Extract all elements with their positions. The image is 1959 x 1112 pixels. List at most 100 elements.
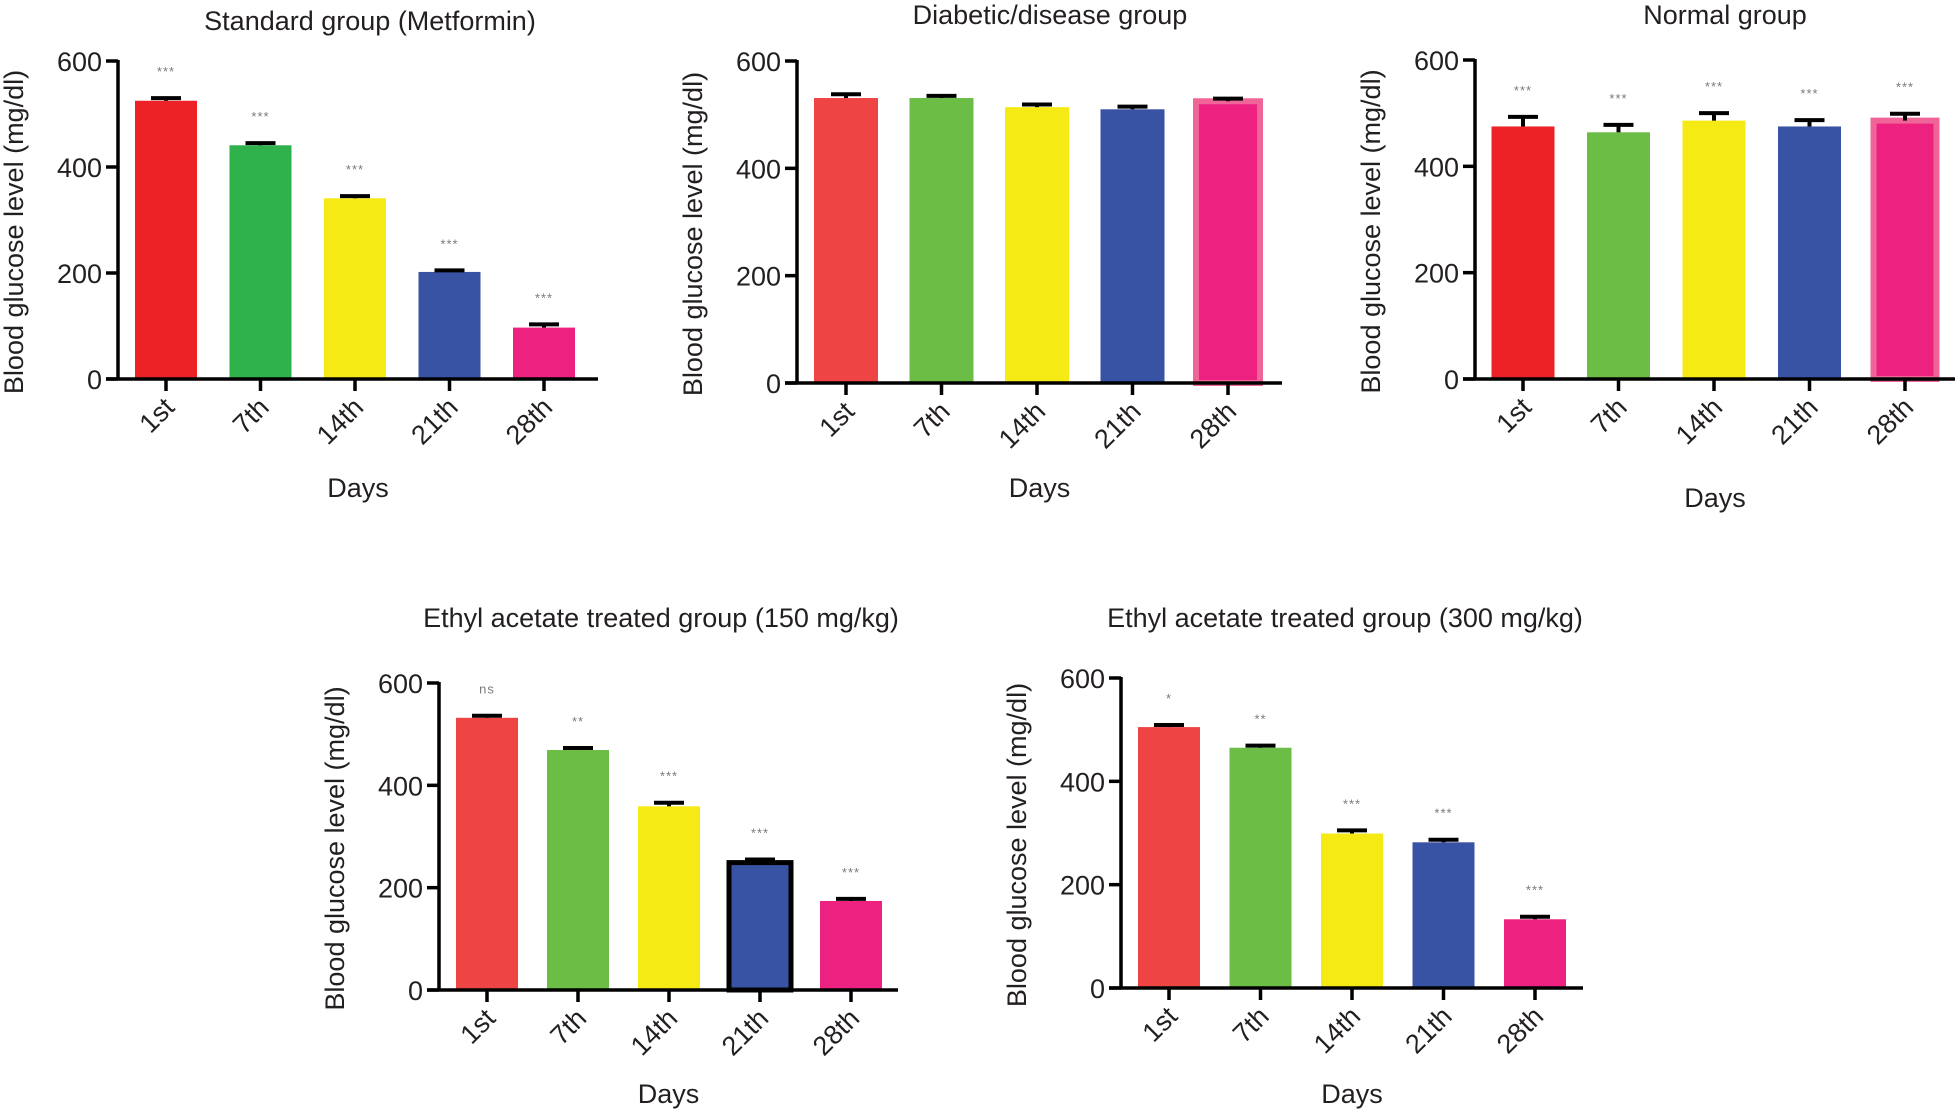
bar-7th [547,750,609,990]
bar-1st [1138,727,1200,988]
significance-label: *** [1434,806,1452,821]
x-tick-label: 14th [993,396,1051,454]
y-tick-label: 400 [57,153,102,183]
significance-label: *** [1526,883,1544,898]
y-tick-label: 400 [378,771,423,801]
y-tick-label: 0 [1444,365,1459,395]
x-axis-label: Days [638,1079,700,1109]
bar-21th [1778,126,1841,379]
chart-standard: Standard group (Metformin) Blood glucose … [0,6,598,503]
x-tick-label: 14th [625,1003,683,1061]
x-tick-label: 21th [1088,396,1146,454]
y-tick-label: 200 [378,874,423,904]
significance-label: *** [535,290,553,305]
bar-14th [1682,120,1746,380]
significance-label: *** [440,236,458,251]
y-tick-label: 400 [1414,152,1459,182]
bar-1st [814,98,878,383]
x-tick-label: 28th [500,392,558,450]
x-tick-label: 1st [134,392,181,439]
y-axis-label: Blood glucose level (mg/dl) [1002,683,1032,1007]
y-axis-label: Blood glucose level (mg/dl) [320,686,350,1010]
x-tick-label: 1st [455,1003,502,1050]
x-tick-label: 28th [1861,392,1919,450]
x-axis-label: Days [1009,473,1071,503]
y-tick-label: 200 [1060,871,1105,901]
y-tick-label: 200 [57,259,102,289]
significance-label: * [1166,691,1172,706]
bar-1st [1491,126,1555,379]
bar-28th [513,327,575,379]
chart-title: Ethyl acetate treated group (300 mg/kg) [1107,603,1583,633]
x-tick-label: 7th [1227,1001,1275,1049]
x-tick-label: 7th [227,392,275,440]
bar-14th [324,198,386,379]
significance-label: *** [1609,91,1627,106]
y-tick-label: 0 [87,365,102,395]
bar-7th [1587,132,1650,379]
significance-label: *** [1514,83,1532,98]
significance-label: *** [157,64,175,79]
x-tick-label: 21th [716,1003,774,1061]
y-tick-label: 600 [1414,46,1459,76]
bar-28th [1870,117,1940,383]
x-tick-label: 1st [1491,392,1538,439]
x-tick-label: 14th [1308,1001,1366,1059]
chart-title: Ethyl acetate treated group (150 mg/kg) [423,603,899,633]
bar-7th [909,98,974,383]
significance-label: *** [842,865,860,880]
chart-diabetic: Diabetic/disease group Blood glucose leve… [678,0,1282,503]
significance-label: *** [751,826,769,841]
x-tick-label: 14th [1670,392,1728,450]
x-tick-label: 7th [1585,392,1633,440]
x-tick-label: 28th [807,1003,865,1061]
y-tick-label: 400 [1060,767,1105,797]
x-tick-label: 14th [311,392,369,450]
y-tick-label: 600 [378,669,423,699]
significance-label: *** [346,162,364,177]
x-axis-label: Days [1684,483,1746,513]
y-axis-label: Blood glucose level (mg/dl) [1356,69,1386,393]
x-tick-label: 28th [1184,396,1242,454]
bar-28th [1193,98,1263,386]
x-axis-label: Days [1321,1079,1383,1109]
bar-14th [1321,833,1383,988]
significance-label: *** [251,109,269,124]
significance-label: *** [1896,80,1914,95]
x-tick-label: 7th [908,396,956,444]
y-tick-label: 0 [408,976,423,1006]
x-tick-label: 28th [1491,1001,1549,1059]
chart-title: Diabetic/disease group [913,0,1188,30]
bar-7th [229,145,292,379]
x-tick-label: 21th [1765,392,1823,450]
significance-label: ** [572,714,584,729]
x-tick-label: 7th [544,1003,592,1051]
bar-21th [1412,842,1475,988]
y-tick-label: 0 [1090,974,1105,1004]
y-axis-label: Blood glucose level (mg/dl) [0,70,29,394]
bar-28th [1504,919,1566,988]
significance-label: ns [479,682,495,697]
y-tick-label: 200 [1414,259,1459,289]
x-axis-label: Days [327,473,389,503]
chart-ethyl150: Ethyl acetate treated group (150 mg/kg) B… [320,603,899,1109]
bar-21th [726,860,794,993]
chart-normal: Normal group Blood glucose level (mg/dl) *… [1356,0,1955,513]
y-tick-label: 600 [736,47,781,77]
y-tick-label: 0 [766,369,781,399]
y-tick-label: 600 [57,47,102,77]
significance-label: *** [1343,796,1361,811]
bar-21th [1100,109,1165,384]
significance-label: *** [1705,79,1723,94]
significance-label: *** [1800,86,1818,101]
chart-ethyl300: Ethyl acetate treated group (300 mg/kg) B… [1002,603,1583,1109]
bar-14th [638,806,700,990]
x-tick-label: 21th [405,392,463,450]
y-tick-label: 600 [1060,664,1105,694]
y-tick-label: 400 [736,154,781,184]
bar-21th [418,271,481,379]
x-tick-label: 21th [1399,1001,1457,1059]
significance-label: ** [1254,712,1266,727]
bar-7th [1229,747,1292,988]
